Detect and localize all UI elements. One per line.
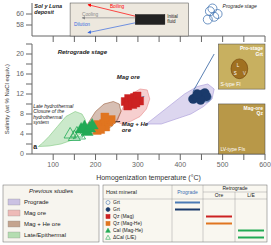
svg-text:Late hydrothermalClosure of th: Late hydrothermalClosure of thehydrother… bbox=[33, 103, 74, 126]
svg-text:Mag-oreQz: Mag-oreQz bbox=[244, 105, 263, 117]
svg-text:Mag ore: Mag ore bbox=[117, 74, 141, 80]
svg-text:20: 20 bbox=[16, 50, 24, 57]
svg-text:Retrograde stage: Retrograde stage bbox=[58, 49, 108, 55]
svg-text:Ore: Ore bbox=[215, 192, 224, 198]
svg-text:300: 300 bbox=[132, 161, 144, 168]
svg-text:V: V bbox=[243, 71, 246, 76]
svg-text:Prograde: Prograde bbox=[24, 199, 49, 205]
svg-text:60: 60 bbox=[16, 10, 24, 17]
svg-text:S: S bbox=[234, 71, 237, 76]
svg-text:Mag + He ore: Mag + He ore bbox=[24, 221, 61, 227]
svg-text:Previous studies: Previous studies bbox=[29, 188, 73, 194]
svg-text:Cal (Mag-He): Cal (Mag-He) bbox=[113, 227, 143, 233]
svg-text:Dilution: Dilution bbox=[74, 22, 90, 27]
svg-text:Prograde: Prograde bbox=[177, 189, 198, 195]
svg-text:a: a bbox=[33, 143, 37, 150]
svg-text:58: 58 bbox=[16, 21, 24, 28]
svg-text:100: 100 bbox=[47, 161, 59, 168]
svg-text:Qz (Mag-He): Qz (Mag-He) bbox=[113, 220, 142, 226]
svg-text:4: 4 bbox=[20, 130, 24, 137]
svg-text:Cooling: Cooling bbox=[82, 12, 99, 17]
svg-text:Late/Epithermal: Late/Epithermal bbox=[24, 232, 66, 238]
svg-text:Retrograde: Retrograde bbox=[222, 185, 247, 191]
svg-text:Mag + Heore: Mag + Heore bbox=[122, 121, 149, 134]
svg-text:Host mineral: Host mineral bbox=[106, 189, 137, 195]
svg-text:Pro-stageGrt: Pro-stageGrt bbox=[240, 45, 263, 57]
svg-text:Sol y Lunadeposit: Sol y Lunadeposit bbox=[34, 3, 62, 15]
svg-text:Prograde stage: Prograde stage bbox=[223, 3, 257, 9]
svg-text:LV-type FIs: LV-type FIs bbox=[220, 146, 245, 152]
svg-text:Homogenization temperature (°C: Homogenization temperature (°C) bbox=[96, 174, 201, 182]
svg-text:200: 200 bbox=[90, 161, 102, 168]
svg-text:12: 12 bbox=[16, 90, 24, 97]
svg-text:16: 16 bbox=[16, 70, 24, 77]
svg-text:L: L bbox=[237, 63, 240, 68]
svg-text:Boiling: Boiling bbox=[110, 4, 125, 9]
svg-text:600: 600 bbox=[259, 161, 263, 168]
svg-text:ΔCal (L/E): ΔCal (L/E) bbox=[113, 234, 136, 240]
svg-text:L/E: L/E bbox=[247, 192, 255, 198]
svg-text:Mag ore: Mag ore bbox=[24, 210, 47, 216]
svg-text:8: 8 bbox=[20, 110, 24, 117]
svg-text:Grt: Grt bbox=[113, 206, 121, 212]
svg-text:400: 400 bbox=[174, 161, 186, 168]
svg-text:Initialfluid: Initialfluid bbox=[167, 14, 178, 24]
svg-text:Qz (Mag): Qz (Mag) bbox=[113, 213, 134, 219]
svg-text:500: 500 bbox=[217, 161, 229, 168]
svg-text:0: 0 bbox=[20, 150, 24, 157]
svg-text:S-type FI: S-type FI bbox=[220, 81, 240, 87]
svg-text:Salinity (wt % NaCl equiv.): Salinity (wt % NaCl equiv.) bbox=[8, 64, 10, 134]
svg-text:Grt: Grt bbox=[113, 199, 121, 205]
